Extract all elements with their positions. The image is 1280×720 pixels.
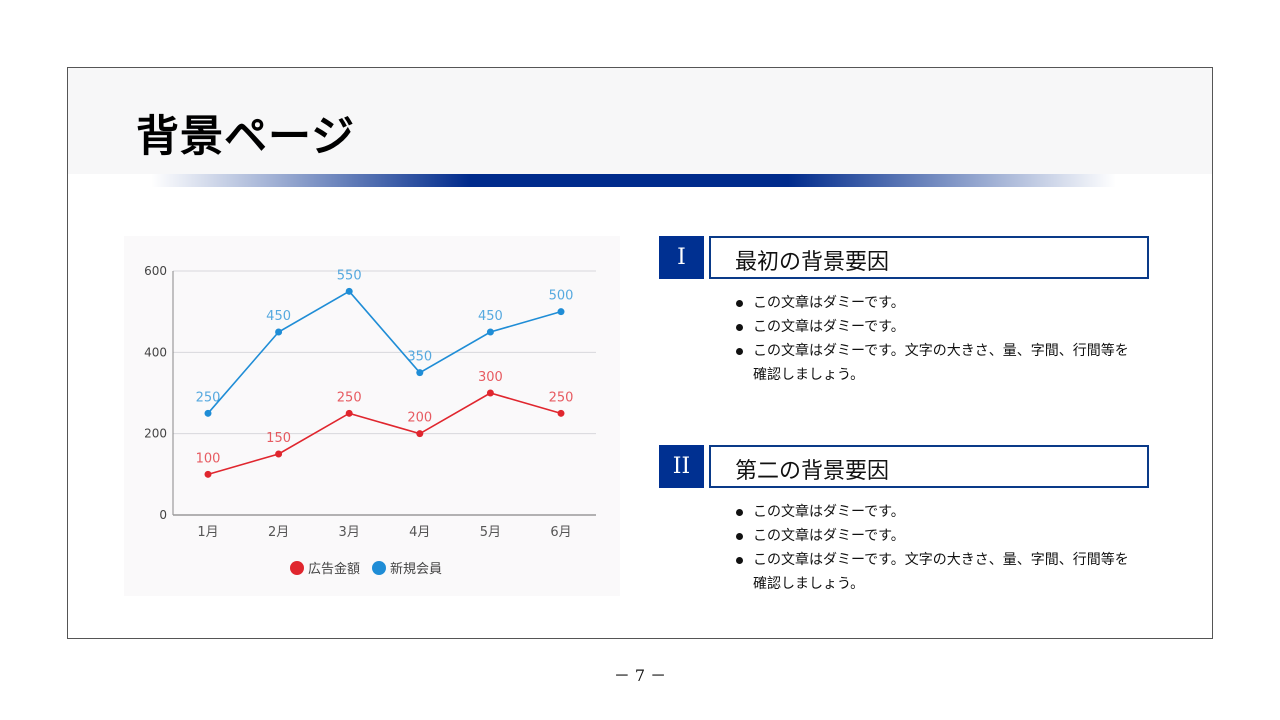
x-tick-label: 5月: [480, 525, 501, 540]
data-label: 150: [266, 431, 291, 446]
data-point: [275, 450, 283, 458]
bullet-item: この文章はダミーです。: [735, 500, 1135, 524]
line-chart: 0 200 400 600 1月 2月 3月 4月 5月 6月 100 150 250 200 300 250…: [124, 236, 620, 596]
data-point: [204, 409, 212, 417]
data-label: 450: [266, 309, 291, 324]
bullet-item: この文章はダミーです。: [735, 524, 1135, 548]
bullet-item: この文章はダミーです。: [735, 291, 1135, 315]
slide: 背景ページ 0 200 400 600 1月 2月 3月 4月 5月 6月 100 150 250 200…: [67, 67, 1213, 639]
section-title: 最初の背景要因: [735, 250, 890, 275]
page-title: 背景ページ: [136, 112, 356, 162]
legend-swatch: [290, 561, 304, 575]
data-label: 250: [549, 390, 574, 405]
data-label: 100: [196, 451, 221, 466]
title-gradient-rule: [151, 174, 1116, 187]
data-label: 450: [478, 309, 503, 324]
data-point: [204, 470, 212, 478]
page-number: － 7 －: [613, 666, 667, 685]
legend-label: 広告金額: [308, 561, 360, 577]
section-number-badge: I: [659, 236, 704, 279]
series-line: [207, 392, 562, 476]
data-label: 550: [337, 268, 362, 283]
data-point: [557, 308, 565, 316]
data-label: 250: [337, 390, 362, 405]
y-tick-label: 400: [144, 345, 167, 359]
series-line: [207, 290, 562, 414]
legend-swatch: [372, 561, 386, 575]
data-point: [345, 287, 353, 295]
x-tick-label: 4月: [409, 525, 430, 540]
x-tick-label: 3月: [339, 525, 360, 540]
data-label: 250: [196, 390, 221, 405]
data-point: [416, 430, 424, 438]
data-point: [416, 369, 424, 377]
data-label: 300: [478, 370, 503, 385]
y-tick-label: 200: [144, 427, 167, 441]
data-point: [486, 328, 494, 336]
y-tick-label: 600: [144, 264, 167, 278]
bullet-list: この文章はダミーです。 この文章はダミーです。 この文章はダミーです。文字の大き…: [735, 500, 1135, 596]
data-point: [557, 409, 565, 417]
section-title-box: 最初の背景要因: [709, 236, 1149, 279]
bullet-list: この文章はダミーです。 この文章はダミーです。 この文章はダミーです。文字の大き…: [735, 291, 1135, 387]
x-tick-label: 6月: [550, 525, 571, 540]
data-label: 350: [407, 350, 432, 365]
data-label: 200: [407, 411, 432, 426]
bullet-item: この文章はダミーです。文字の大きさ、量、字間、行間等を確認しましょう。: [735, 339, 1135, 387]
section-number-badge: II: [659, 445, 704, 488]
data-point: [275, 328, 283, 336]
legend-label: 新規会員: [390, 561, 442, 577]
section-title-box: 第二の背景要因: [709, 445, 1149, 488]
data-point: [345, 409, 353, 417]
y-tick-label: 0: [159, 508, 167, 522]
section-title: 第二の背景要因: [735, 459, 890, 484]
data-point: [486, 389, 494, 397]
bullet-item: この文章はダミーです。文字の大きさ、量、字間、行間等を確認しましょう。: [735, 548, 1135, 596]
chart-canvas: 0 200 400 600 1月 2月 3月 4月 5月 6月 100 150 250 200 300 250…: [144, 264, 596, 577]
data-label: 500: [549, 289, 574, 304]
x-tick-label: 2月: [268, 525, 289, 540]
x-tick-label: 1月: [197, 525, 218, 540]
bullet-item: この文章はダミーです。: [735, 315, 1135, 339]
header-band: [68, 68, 1212, 174]
